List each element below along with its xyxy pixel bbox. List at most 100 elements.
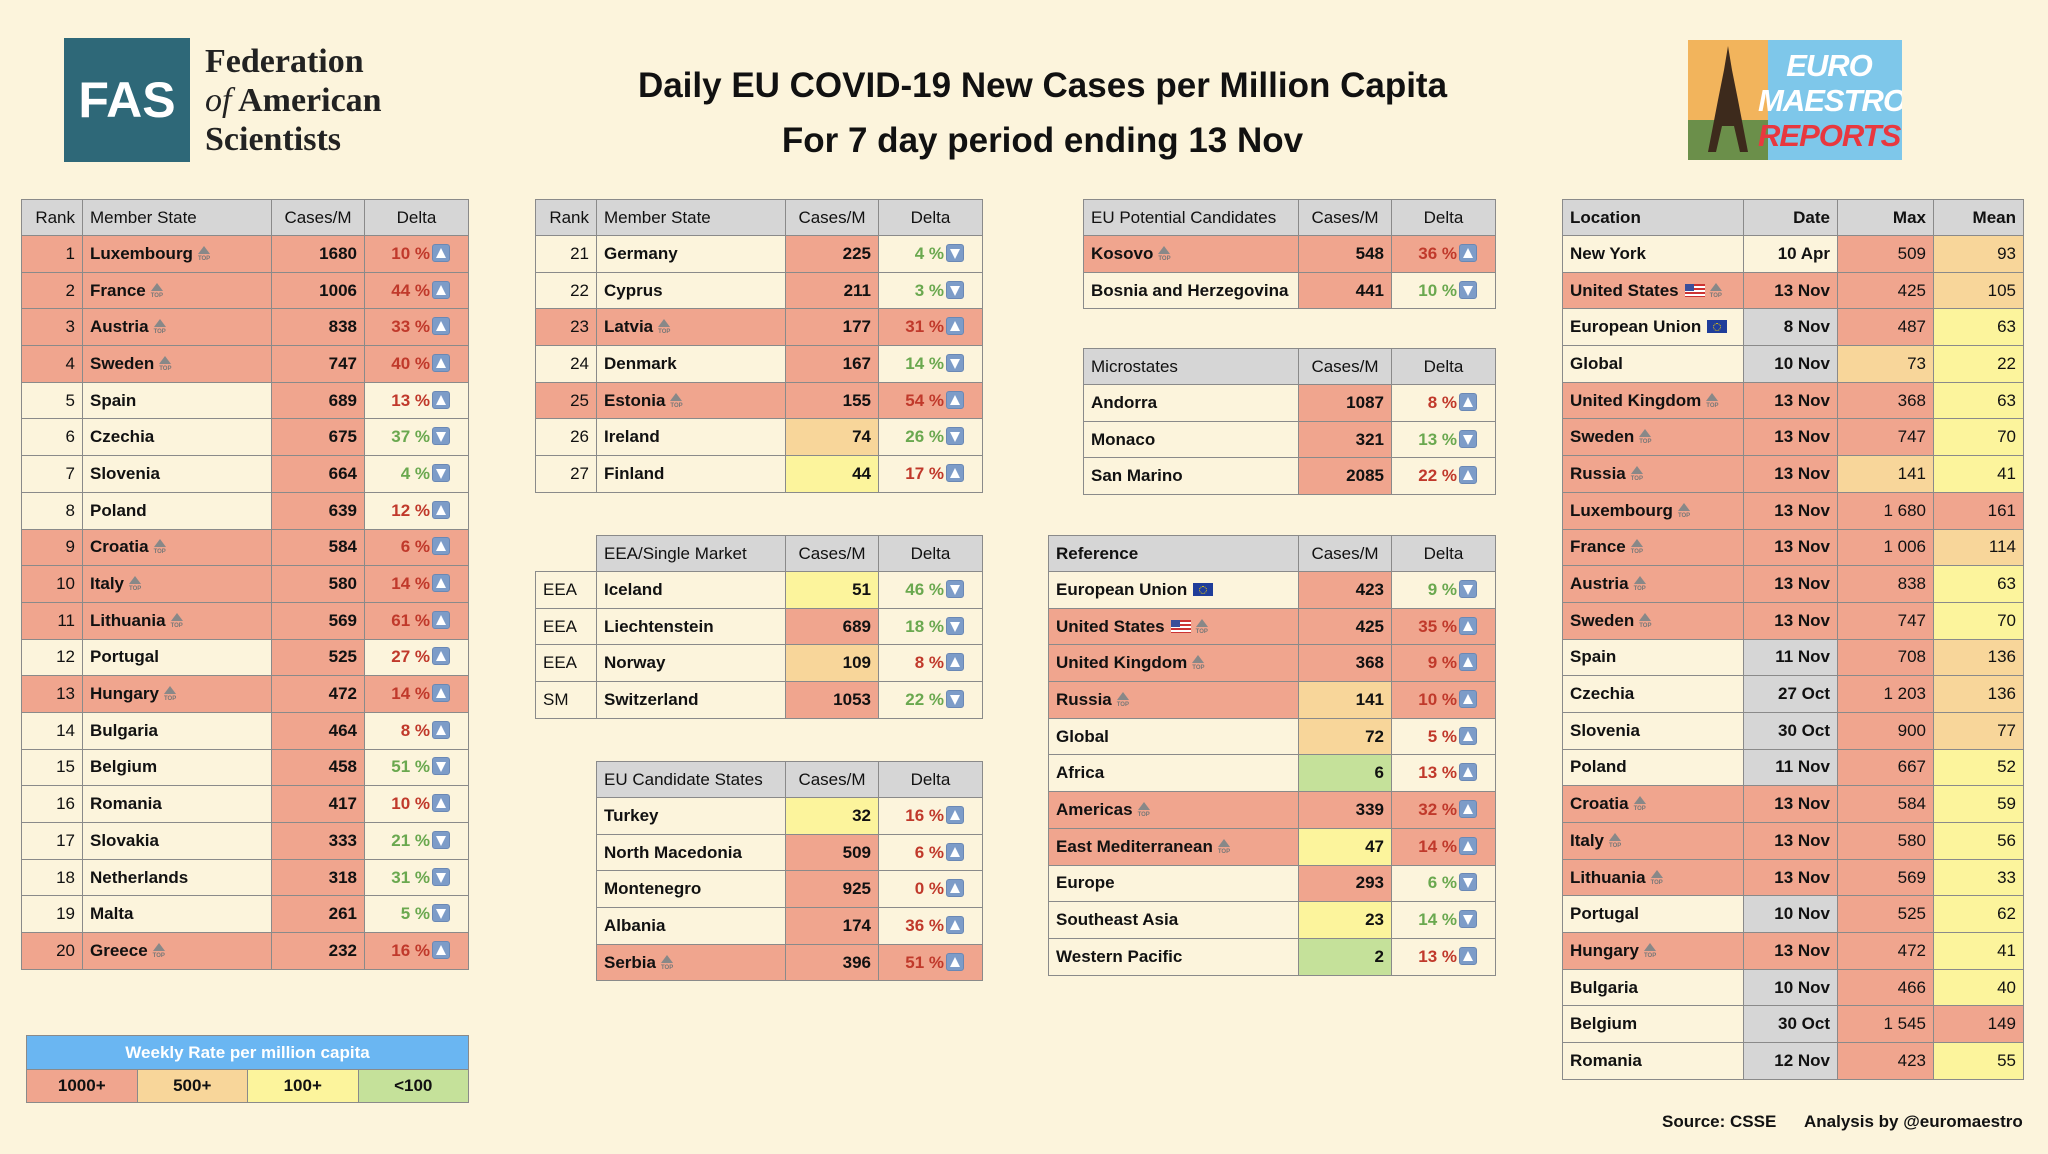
cases-per-million: 509: [785, 833, 879, 872]
state-name: Sweden: [90, 353, 155, 373]
state-name: Europe: [1056, 873, 1115, 893]
table-row: Americas 339 32 %: [1048, 791, 1496, 829]
table-row: 5 Spain 689 13 %: [21, 381, 469, 420]
delta-value: 14 %: [391, 684, 430, 704]
state-name-cell: Americas: [1048, 791, 1299, 829]
col-header-cases: Cases/M: [785, 535, 879, 572]
state-name: Croatia: [1570, 794, 1629, 814]
table-row: European Union 8 Nov 487 63: [1562, 308, 2024, 347]
delta-value: 9 %: [1427, 653, 1457, 673]
peak-date: 13 Nov: [1743, 565, 1838, 603]
delta-value: 3 %: [914, 280, 944, 300]
cases-per-million: 458: [271, 748, 365, 787]
delta-cell: 8 %: [364, 711, 469, 750]
state-name-cell: Poland: [82, 491, 272, 530]
state-name: Andorra: [1091, 392, 1158, 412]
peak-mean: 52: [1933, 748, 2024, 787]
cases-per-million: 333: [271, 822, 365, 860]
state-name: Belgium: [1570, 1014, 1638, 1034]
state-name-cell: Portugal: [1562, 895, 1744, 934]
delta-value: 10 %: [391, 794, 430, 814]
peak-mean: 70: [1933, 418, 2024, 457]
cases-per-million: 32: [785, 797, 879, 835]
state-name: Latvia: [604, 317, 654, 337]
delta-value: 6 %: [400, 537, 430, 557]
state-name: Southeast Asia: [1056, 910, 1179, 930]
legend-band-100: 100+: [247, 1069, 359, 1103]
peak-max: 747: [1837, 418, 1934, 457]
rank-cell: 2: [21, 271, 83, 310]
table-row: EEA Iceland 51 46 %: [535, 571, 983, 609]
peak-max: 73: [1837, 345, 1934, 383]
arrow-up-icon: [946, 915, 964, 934]
state-name: Bosnia and Herzegovina: [1091, 280, 1289, 300]
delta-value: 21 %: [391, 830, 430, 850]
arrow-up-icon: [432, 720, 450, 739]
euromaestro-logo: EURO MAESTRO REPORTS: [1688, 40, 1902, 160]
state-name-cell: San Marino: [1083, 457, 1299, 496]
delta-cell: 40 %: [364, 345, 469, 383]
top-arrow-icon: [153, 539, 167, 557]
state-name: Cyprus: [604, 280, 663, 300]
state-name: Romania: [1570, 1050, 1642, 1070]
state-name-cell: Slovenia: [82, 455, 272, 493]
table-row: European Union 423 9 %: [1048, 571, 1496, 609]
rank-cell: 17: [21, 822, 83, 860]
rank-cell: 19: [21, 895, 83, 934]
arrow-up-icon: [432, 353, 450, 372]
table-row: Poland 11 Nov 667 52: [1562, 748, 2024, 787]
top-arrow-icon: [1195, 618, 1209, 637]
delta-value: 4 %: [400, 463, 430, 483]
peak-max: 425: [1837, 271, 1934, 310]
group-cell: EEA: [535, 644, 597, 683]
delta-cell: 14 %: [364, 565, 469, 603]
delta-cell: 33 %: [364, 308, 469, 347]
delta-cell: 44 %: [364, 271, 469, 310]
arrow-down-icon: [1459, 873, 1477, 892]
state-name-cell: Austria: [82, 308, 272, 347]
arrow-up-icon: [1459, 616, 1477, 635]
col-header-cases: Cases/M: [1298, 348, 1392, 385]
state-name-cell: Andorra: [1083, 384, 1299, 422]
state-name-cell: Iceland: [596, 571, 786, 609]
rank-cell: 6: [21, 418, 83, 457]
rank-cell: 8: [21, 491, 83, 530]
delta-cell: 14 %: [364, 675, 469, 713]
peak-date: 13 Nov: [1743, 822, 1838, 860]
cases-per-million: 569: [271, 601, 365, 640]
col-header-date: Date: [1743, 199, 1838, 236]
table-row: 21 Germany 225 4 %: [535, 235, 983, 273]
table-row: 22 Cyprus 211 3 %: [535, 271, 983, 310]
delta-cell: 36 %: [1391, 235, 1496, 273]
top-arrow-icon: [1608, 832, 1622, 851]
table-row: 16 Romania 417 10 %: [21, 785, 469, 823]
arrow-up-icon: [432, 647, 450, 666]
peak-max: 466: [1837, 968, 1934, 1007]
state-name-cell: United States: [1562, 271, 1744, 310]
legend-title: Weekly Rate per million capita: [26, 1035, 469, 1070]
eu-flag-icon: [1193, 582, 1214, 596]
table-row: Spain 11 Nov 708 136: [1562, 638, 2024, 677]
state-name-cell: Norway: [596, 644, 786, 683]
cases-per-million: 6: [1298, 754, 1392, 793]
legend-band-under-100: <100: [357, 1069, 469, 1103]
top-arrow-icon: [1650, 869, 1664, 888]
state-name: Western Pacific: [1056, 946, 1183, 966]
delta-value: 16 %: [391, 940, 430, 960]
delta-cell: 3 %: [878, 271, 983, 310]
delta-cell: 10 %: [1391, 681, 1496, 719]
cases-per-million: 174: [785, 907, 879, 945]
table-row: 11 Lithuania 569 61 %: [21, 601, 469, 640]
delta-cell: 14 %: [1391, 901, 1496, 939]
peak-date: 13 Nov: [1743, 491, 1838, 530]
eu-flag-icon: [1707, 320, 1728, 334]
top-arrow-icon: [1137, 801, 1151, 820]
table-row: 3 Austria 838 33 %: [21, 308, 469, 347]
cases-per-million: 167: [785, 345, 879, 383]
table-row: Belgium 30 Oct 1 545 149: [1562, 1005, 2024, 1044]
state-name: North Macedonia: [604, 842, 742, 862]
state-name-cell: Romania: [82, 785, 272, 823]
rank-cell: 27: [535, 455, 597, 493]
state-name: European Union: [1056, 579, 1188, 599]
